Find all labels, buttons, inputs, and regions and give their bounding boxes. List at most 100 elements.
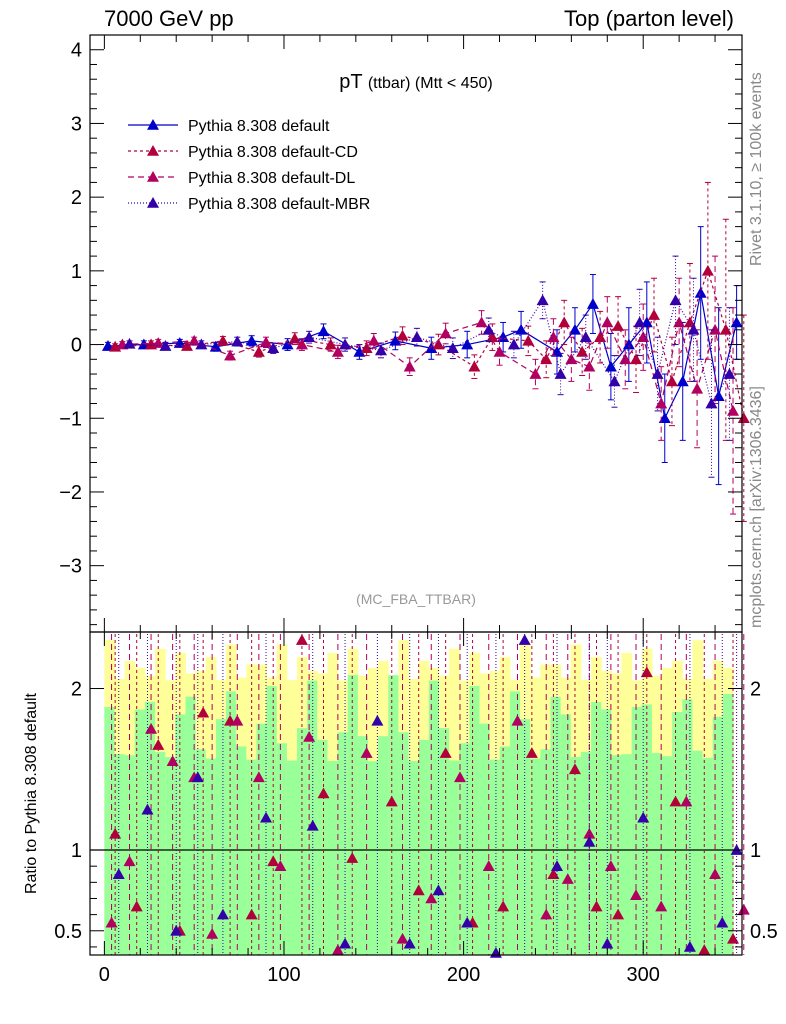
data-point (709, 323, 722, 335)
ratio-point (568, 763, 581, 775)
data-point (331, 345, 344, 357)
ratio-point (371, 714, 384, 726)
ratio-point (640, 666, 653, 678)
header-process: 7000 GeV pp (104, 6, 234, 31)
ratio-point (360, 747, 373, 758)
data-point (612, 320, 625, 331)
ratio-point (317, 787, 330, 799)
main-y-tick-label: 0 (71, 335, 82, 357)
ratio-inner-band-bin (692, 750, 704, 955)
ratio-inner-band-bin (195, 749, 207, 955)
ratio-inner-band-bin (398, 732, 410, 955)
data-point (461, 338, 474, 350)
ratio-inner-band-bin (520, 719, 531, 955)
ratio-point (669, 795, 682, 807)
ratio-point (612, 908, 625, 920)
ratio-inner-band-bin (479, 723, 491, 955)
data-point (468, 360, 481, 372)
ratio-point (403, 937, 416, 949)
ratio-inner-band-bin (276, 743, 288, 955)
ratio-inner-band-bin (256, 723, 268, 955)
data-point (647, 309, 660, 320)
ratio-inner-band-bin (104, 706, 116, 955)
data-point (123, 337, 136, 349)
ratio-point (339, 937, 352, 949)
data-point (224, 349, 237, 361)
data-point (367, 334, 380, 346)
ratio-inner-band-bin (621, 754, 633, 955)
ratio-inner-band-bin (641, 704, 653, 955)
series-line (107, 292, 738, 421)
ratio-point (145, 722, 158, 734)
data-point (608, 375, 621, 387)
ratio-point (206, 928, 219, 939)
data-point (687, 323, 700, 335)
series-line (122, 320, 734, 412)
data-point (317, 325, 330, 337)
ratio-inner-band-bin (449, 760, 460, 955)
ratio-point (432, 884, 445, 896)
data-point (486, 331, 499, 342)
ratio-point (709, 868, 722, 880)
data-point (339, 338, 352, 350)
legend-marker (147, 197, 159, 208)
main-series-1 (101, 226, 743, 486)
ratio-point (716, 916, 729, 928)
ratio-inner-band-bin (682, 699, 693, 955)
data-point (267, 342, 280, 354)
ratio-point (461, 916, 474, 928)
ratio-point (683, 940, 696, 952)
ratio-inner-band-bin (418, 739, 430, 955)
main-series-4 (123, 255, 736, 478)
ratio-inner-band-bin (286, 760, 298, 955)
data-point (723, 368, 736, 379)
data-point (245, 334, 258, 346)
ratio-inner-band-bin (357, 736, 369, 955)
data-point (737, 412, 750, 424)
ratio-inner-band-bin (662, 756, 673, 955)
ratio-inner-band-bin (560, 714, 572, 955)
ratio-point (385, 795, 398, 807)
data-point (188, 334, 201, 346)
main-y-tick-label: 1 (71, 261, 82, 283)
main-y-tick-label: −2 (59, 482, 82, 504)
ratio-point (727, 932, 740, 944)
ratio-inner-band-bin (144, 701, 156, 955)
ratio-point (425, 892, 438, 904)
data-point (576, 345, 589, 357)
legend: Pythia 8.308 default Pythia 8.308 default… (128, 118, 370, 213)
data-point (622, 338, 635, 350)
ratio-inner-band-bin (712, 716, 724, 955)
ratio-y-tick-label-right: 1 (750, 840, 761, 862)
ratio-point (267, 855, 280, 867)
ratio-point (306, 819, 319, 831)
ratio-point (170, 924, 183, 936)
data-point (389, 334, 402, 346)
main-y-tick-label: 3 (71, 113, 82, 135)
series-line (129, 298, 730, 406)
data-point (594, 331, 607, 342)
legend-marker (147, 171, 159, 182)
data-point (604, 360, 617, 372)
ratio-point (245, 908, 258, 920)
header-observable: Top (parton level) (564, 6, 734, 31)
data-point (651, 368, 664, 379)
ratio-inner-band-bin (165, 757, 176, 955)
data-point (410, 331, 423, 342)
ratio-point (260, 811, 273, 823)
data-point (619, 353, 632, 365)
ratio-point (152, 739, 165, 750)
main-series-3 (116, 255, 740, 515)
legend-label: Pythia 8.308 default-CD (188, 144, 358, 161)
ratio-inner-band-bin (317, 739, 328, 955)
data-point (579, 331, 592, 342)
ratio-point (655, 900, 668, 912)
x-tick-label: 200 (447, 964, 480, 986)
ratio-point (141, 803, 154, 815)
ratio-inner-band-bin (327, 761, 339, 955)
ratio-inner-band-bin (134, 709, 146, 955)
ratio-inner-band-bin (438, 728, 450, 955)
ratio-point (525, 747, 538, 758)
legend-label: Pythia 8.308 default-MBR (188, 196, 370, 213)
data-point (665, 375, 678, 387)
